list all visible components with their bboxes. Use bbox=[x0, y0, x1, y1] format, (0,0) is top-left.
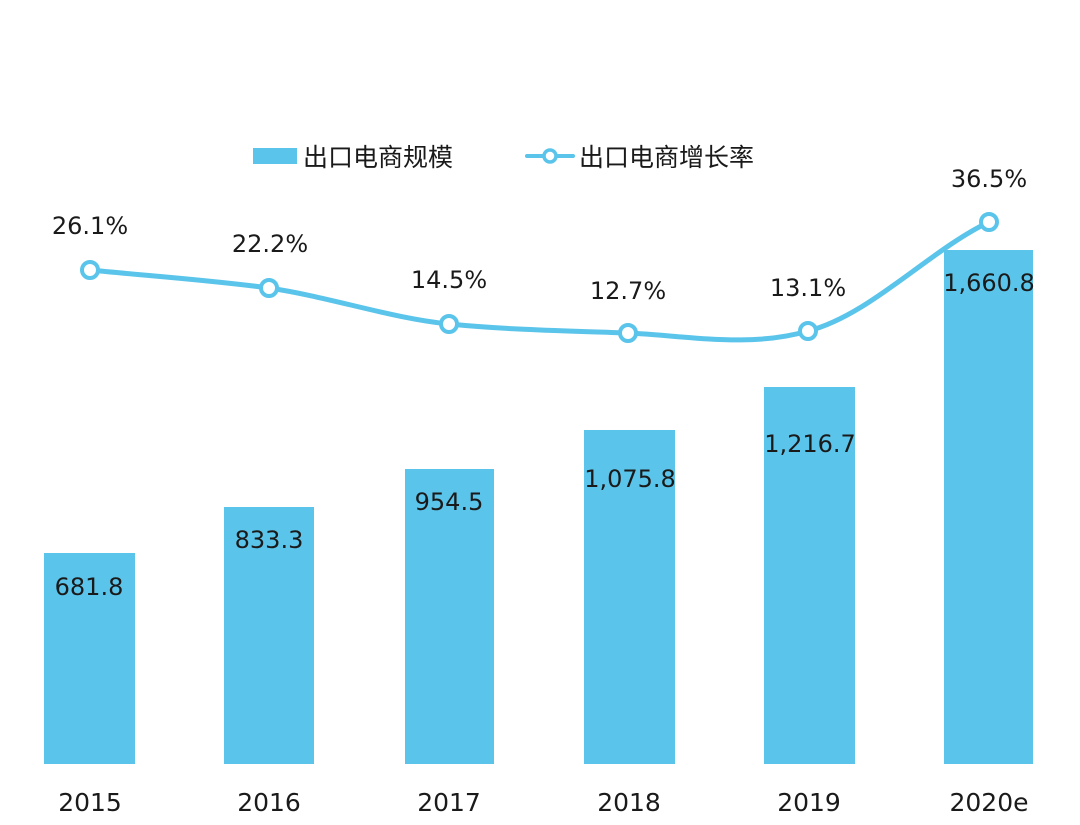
rate-value-label: 12.7% bbox=[589, 277, 667, 305]
marker-2015 bbox=[80, 260, 100, 280]
growth-rate-line bbox=[87, 219, 992, 343]
x-axis-label: 2020e bbox=[949, 788, 1029, 817]
legend-bar-label: 出口电商规模 bbox=[303, 143, 454, 172]
bar-2020e bbox=[944, 250, 1033, 764]
rate-value-label: 14.5% bbox=[410, 266, 488, 294]
bar-value-label: 1,075.8 bbox=[584, 465, 676, 493]
rate-value-label: 22.2% bbox=[231, 230, 309, 258]
marker-2018 bbox=[618, 323, 638, 343]
line-markers bbox=[80, 212, 999, 343]
legend-line-label: 出口电商增长率 bbox=[579, 143, 755, 172]
marker-2020e bbox=[979, 212, 999, 232]
line-marker-swatch-icon bbox=[525, 148, 576, 164]
marker-2019 bbox=[798, 321, 818, 341]
bar-2017 bbox=[405, 469, 494, 764]
bar-value-label: 681.8 bbox=[54, 573, 124, 601]
rate-value-label: 13.1% bbox=[769, 274, 847, 302]
legend-item-line[interactable]: 出口电商增长率 bbox=[525, 138, 754, 174]
x-axis-label: 2019 bbox=[777, 788, 841, 817]
rate-value-label: 26.1% bbox=[51, 212, 129, 240]
bar-2016 bbox=[224, 507, 314, 764]
bar-swatch-icon bbox=[253, 148, 297, 164]
bar-2019 bbox=[764, 387, 855, 764]
bar-2018 bbox=[584, 430, 675, 764]
bars bbox=[44, 250, 1033, 764]
x-axis-label: 2018 bbox=[597, 788, 661, 817]
bar-value-label: 1,216.7 bbox=[764, 430, 856, 458]
bar-value-label: 954.5 bbox=[414, 488, 484, 516]
x-axis-label: 2015 bbox=[58, 788, 122, 817]
legend-item-bar[interactable]: 出口电商规模 bbox=[253, 138, 453, 174]
chart-legend: 出口电商规模 出口电商增长率 bbox=[253, 138, 754, 174]
rate-value-label: 36.5% bbox=[950, 165, 1028, 193]
marker-2016 bbox=[259, 278, 279, 298]
bar-value-label: 1,660.8 bbox=[943, 269, 1035, 297]
bar-value-label: 833.3 bbox=[234, 526, 304, 554]
marker-2017 bbox=[439, 314, 459, 334]
bar-2015 bbox=[44, 553, 135, 764]
x-axis-label: 2017 bbox=[417, 788, 481, 817]
x-axis-label: 2016 bbox=[237, 788, 301, 817]
